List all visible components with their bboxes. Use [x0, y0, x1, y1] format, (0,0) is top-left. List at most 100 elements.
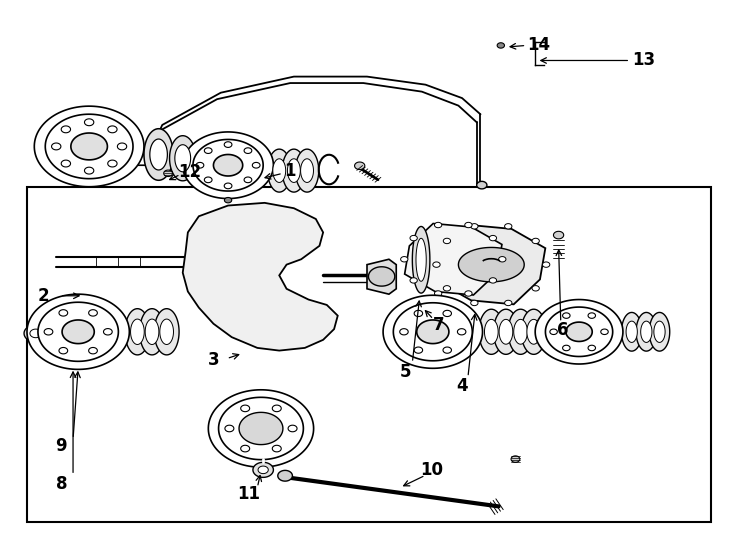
Polygon shape	[433, 262, 440, 267]
Polygon shape	[414, 347, 423, 353]
Polygon shape	[443, 310, 451, 316]
Polygon shape	[497, 43, 504, 48]
Polygon shape	[355, 162, 365, 170]
Polygon shape	[545, 307, 613, 356]
Text: 13: 13	[632, 51, 655, 70]
Text: 14: 14	[527, 36, 550, 55]
Polygon shape	[414, 310, 423, 316]
Polygon shape	[383, 295, 482, 368]
Polygon shape	[521, 309, 546, 354]
Polygon shape	[288, 425, 297, 432]
Polygon shape	[636, 313, 657, 351]
Polygon shape	[108, 126, 117, 133]
Polygon shape	[404, 224, 502, 295]
Polygon shape	[470, 300, 478, 306]
Polygon shape	[253, 462, 273, 477]
Polygon shape	[244, 148, 252, 153]
Polygon shape	[413, 226, 430, 293]
Text: 12: 12	[178, 163, 202, 181]
Polygon shape	[542, 262, 550, 267]
Polygon shape	[532, 238, 539, 244]
Polygon shape	[252, 163, 260, 168]
Polygon shape	[175, 145, 191, 172]
Polygon shape	[499, 319, 513, 344]
Text: 10: 10	[420, 461, 443, 479]
Polygon shape	[622, 313, 642, 351]
Polygon shape	[193, 139, 264, 191]
Polygon shape	[490, 278, 497, 283]
Polygon shape	[508, 309, 533, 354]
Polygon shape	[650, 313, 669, 351]
Polygon shape	[144, 129, 173, 180]
Polygon shape	[204, 148, 212, 153]
Polygon shape	[490, 235, 497, 241]
Polygon shape	[410, 278, 418, 283]
Polygon shape	[626, 321, 637, 342]
Polygon shape	[84, 119, 94, 126]
Polygon shape	[145, 319, 159, 345]
Polygon shape	[61, 160, 70, 167]
Polygon shape	[479, 309, 504, 354]
Polygon shape	[470, 224, 478, 229]
Polygon shape	[89, 310, 98, 316]
Polygon shape	[566, 322, 592, 341]
Polygon shape	[368, 267, 395, 286]
Text: 6: 6	[557, 321, 569, 339]
Polygon shape	[393, 303, 472, 361]
Polygon shape	[258, 466, 269, 474]
Polygon shape	[59, 347, 68, 354]
Polygon shape	[38, 302, 118, 361]
Polygon shape	[219, 397, 303, 460]
Polygon shape	[71, 133, 107, 160]
Polygon shape	[224, 142, 232, 147]
Polygon shape	[435, 222, 442, 228]
Polygon shape	[131, 319, 145, 345]
Polygon shape	[498, 256, 506, 262]
Polygon shape	[437, 225, 545, 305]
Polygon shape	[103, 328, 112, 335]
Polygon shape	[272, 405, 281, 411]
Polygon shape	[24, 325, 48, 342]
Polygon shape	[160, 319, 173, 345]
Polygon shape	[154, 309, 179, 355]
Polygon shape	[125, 309, 150, 355]
Bar	[27, 187, 711, 523]
Polygon shape	[84, 167, 94, 174]
Polygon shape	[117, 143, 127, 150]
Polygon shape	[535, 300, 623, 364]
Text: 3: 3	[208, 351, 219, 369]
Polygon shape	[224, 183, 232, 188]
Polygon shape	[204, 177, 212, 183]
Polygon shape	[59, 310, 68, 316]
Polygon shape	[600, 329, 608, 334]
Polygon shape	[401, 256, 408, 262]
Polygon shape	[443, 286, 451, 291]
Polygon shape	[44, 328, 53, 335]
Polygon shape	[164, 170, 172, 177]
Polygon shape	[367, 259, 396, 294]
Polygon shape	[89, 347, 98, 354]
Polygon shape	[416, 238, 426, 281]
Polygon shape	[61, 126, 70, 133]
Polygon shape	[244, 177, 252, 183]
Polygon shape	[514, 319, 528, 344]
Polygon shape	[241, 405, 250, 411]
Polygon shape	[459, 247, 524, 282]
Polygon shape	[654, 321, 665, 342]
Polygon shape	[295, 149, 319, 192]
Polygon shape	[27, 294, 129, 369]
Polygon shape	[30, 329, 42, 338]
Polygon shape	[46, 114, 133, 179]
Polygon shape	[504, 300, 512, 306]
Polygon shape	[183, 203, 338, 350]
Text: 9: 9	[56, 437, 68, 455]
Polygon shape	[108, 160, 117, 167]
Polygon shape	[504, 224, 512, 229]
Polygon shape	[62, 320, 94, 343]
Polygon shape	[493, 309, 518, 354]
Polygon shape	[400, 329, 408, 335]
Polygon shape	[225, 198, 232, 203]
Text: 1: 1	[285, 161, 296, 180]
Polygon shape	[150, 139, 167, 170]
Polygon shape	[183, 132, 273, 199]
